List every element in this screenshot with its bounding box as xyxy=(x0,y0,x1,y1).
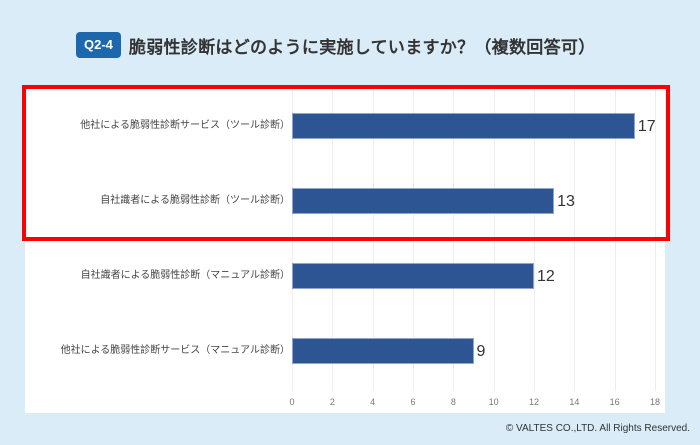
value-label: 13 xyxy=(557,193,575,210)
chart-header: Q2-4 脆弱性診断はどのように実施していますか？（複数回答可） xyxy=(76,32,596,58)
bar xyxy=(292,263,534,289)
bar xyxy=(292,338,474,364)
question-badge: Q2-4 xyxy=(76,32,121,58)
x-tick-label: 2 xyxy=(329,397,335,407)
bar xyxy=(292,188,555,214)
x-tick-label: 8 xyxy=(450,397,456,407)
bar xyxy=(292,113,635,139)
chart-panel: 他社による脆弱性診断サービス（ツール診断） 17 自社識者による脆弱性診断（ツー… xyxy=(25,85,665,413)
bar-row: 他社による脆弱性診断サービス（マニュアル診断） 9 xyxy=(25,338,665,364)
x-tick-label: 0 xyxy=(289,397,295,407)
x-tick-label: 18 xyxy=(649,397,661,407)
x-tick-label: 6 xyxy=(410,397,416,407)
category-label: 自社識者による脆弱性診断（マニュアル診断） xyxy=(80,270,290,281)
copyright: © VALTES CO.,LTD. All Rights Reserved. xyxy=(505,423,690,434)
x-tick-label: 12 xyxy=(528,397,540,407)
value-label: 17 xyxy=(637,118,656,135)
x-tick-label: 10 xyxy=(488,397,499,407)
bar-row: 自社識者による脆弱性診断（マニュアル診断） 12 xyxy=(25,263,665,289)
value-label: 9 xyxy=(476,343,486,360)
x-tick-label: 4 xyxy=(370,397,376,407)
x-tick-label: 14 xyxy=(569,397,580,407)
x-tick-label: 16 xyxy=(609,397,620,407)
value-label: 12 xyxy=(537,268,555,285)
bar-row: 自社識者による脆弱性診断（ツール診断） 13 xyxy=(25,188,665,214)
category-label: 自社識者による脆弱性診断（ツール診断） xyxy=(100,195,290,206)
chart-title: 脆弱性診断はどのように実施していますか？（複数回答可） xyxy=(128,37,596,58)
category-label: 他社による脆弱性診断サービス（ツール診断） xyxy=(80,120,290,131)
bar-row: 他社による脆弱性診断サービス（ツール診断） 17 xyxy=(25,113,665,139)
category-label: 他社による脆弱性診断サービス（マニュアル診断） xyxy=(60,345,290,356)
